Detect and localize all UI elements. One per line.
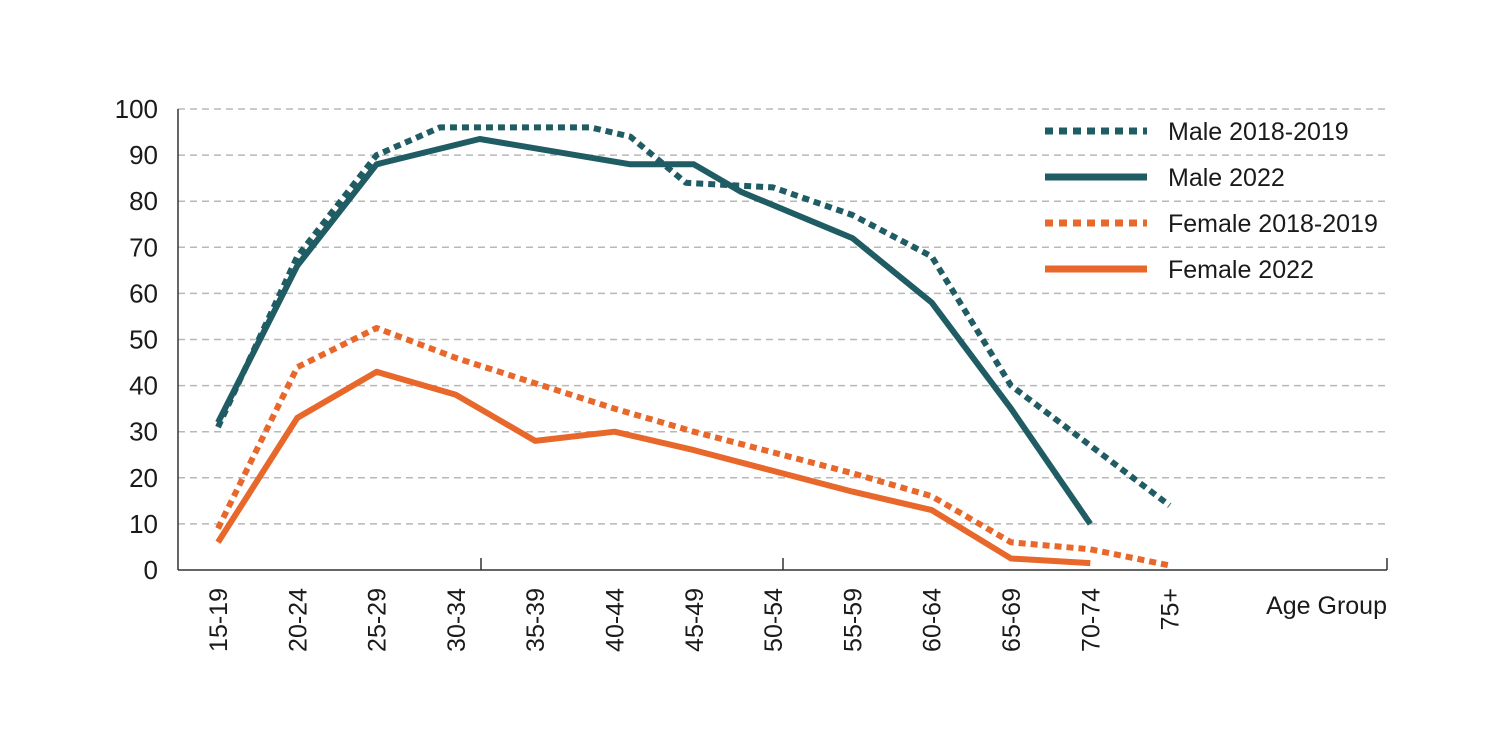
y-tick-label: 30: [129, 417, 158, 447]
x-tick-label: 55-59: [839, 588, 867, 652]
x-tick-label: 75+: [1157, 588, 1185, 630]
x-tick-label: 70-74: [1077, 588, 1105, 652]
y-tick-label: 60: [129, 278, 158, 308]
x-tick-label: 50-54: [760, 588, 788, 652]
x-tick-label: 20-24: [284, 588, 312, 652]
y-tick-label: 10: [129, 509, 158, 539]
y-tick-label: 20: [129, 463, 158, 493]
series-line: [215, 136, 1093, 526]
x-tick-label: 65-69: [998, 588, 1026, 652]
y-tick-label: 70: [129, 232, 158, 262]
x-tick-label: 60-64: [919, 588, 947, 652]
x-tick-label: 25-29: [364, 588, 392, 652]
series-line: [215, 368, 1091, 567]
y-tick-label: 100: [115, 94, 158, 124]
series-lines: [215, 124, 1172, 569]
y-tick-label: 40: [129, 371, 158, 401]
y-axis-ticks: 0 10 20 30 40 50 60 70 80 90 100: [115, 94, 158, 585]
x-tick-label: 35-39: [522, 588, 550, 652]
legend-label: Female 2022: [1168, 256, 1314, 284]
y-tick-label: 80: [129, 186, 158, 216]
legend-label: Male 2022: [1168, 164, 1285, 192]
x-tick-label: 30-34: [443, 588, 471, 652]
axes: [177, 109, 1388, 571]
y-tick-label: 0: [144, 555, 158, 585]
y-tick-label: 90: [129, 140, 158, 170]
x-tick-label: 45-49: [681, 588, 709, 652]
x-tick-label: 15-19: [205, 588, 233, 652]
series-line: [215, 325, 1171, 569]
x-tick-label: 40-44: [602, 588, 630, 652]
legend-label: Male 2018-2019: [1168, 118, 1349, 146]
legend-label: Female 2018-2019: [1168, 210, 1378, 238]
x-axis-ticks: 15-19 20-24 25-29 30-34 35-39 40-44 45-49 50-54…: [205, 588, 1185, 652]
y-tick-label: 50: [129, 325, 158, 355]
grid-lines: [178, 108, 1387, 525]
legend: Male 2018-2019 Male 2022 Female 2018-2019 F…: [1045, 118, 1378, 284]
series-line: [215, 124, 1172, 508]
x-axis-title: Age Group: [1266, 592, 1387, 620]
